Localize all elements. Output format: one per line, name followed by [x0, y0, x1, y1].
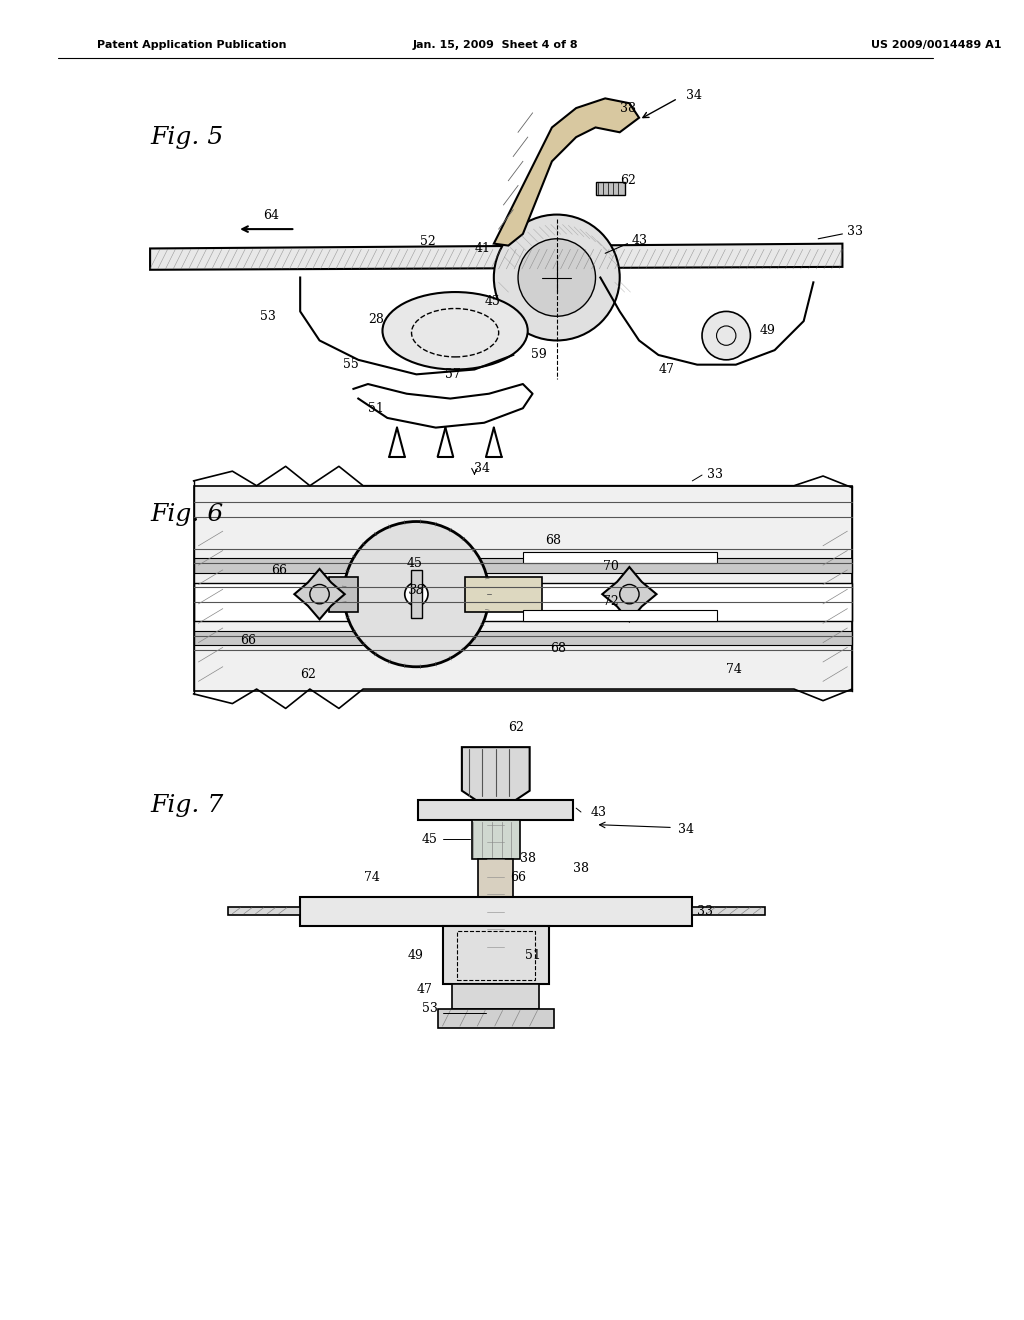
Polygon shape	[602, 568, 656, 622]
Text: 74: 74	[726, 663, 742, 676]
Bar	[411, 570, 422, 618]
Text: 34: 34	[474, 462, 490, 475]
Text: 41: 41	[474, 242, 490, 255]
Text: Patent Application Publication: Patent Application Publication	[97, 40, 287, 50]
Text: 38: 38	[573, 862, 589, 875]
Text: Fig. 5: Fig. 5	[151, 125, 223, 149]
Bar	[437, 1008, 554, 1028]
Text: 66: 66	[510, 871, 526, 884]
Text: Jan. 15, 2009  Sheet 4 of 8: Jan. 15, 2009 Sheet 4 of 8	[413, 40, 579, 50]
FancyBboxPatch shape	[194, 486, 852, 690]
Circle shape	[518, 239, 596, 317]
Text: 47: 47	[417, 982, 433, 995]
Polygon shape	[151, 244, 843, 269]
Circle shape	[404, 582, 428, 606]
Text: 53: 53	[422, 1002, 437, 1015]
Circle shape	[702, 312, 751, 360]
Text: 62: 62	[620, 174, 636, 187]
Bar	[330, 577, 358, 611]
Bar	[457, 931, 535, 979]
Text: 57: 57	[445, 368, 461, 381]
Text: 62: 62	[508, 721, 524, 734]
Text: 52: 52	[420, 235, 436, 248]
Text: Fig. 6: Fig. 6	[151, 503, 223, 527]
Bar	[300, 898, 692, 927]
Text: 64: 64	[263, 210, 280, 222]
Text: 33: 33	[847, 224, 863, 238]
Polygon shape	[494, 99, 639, 246]
Text: 62: 62	[300, 668, 316, 681]
Text: 34: 34	[678, 822, 694, 836]
Text: 34: 34	[685, 88, 701, 102]
Text: 28: 28	[368, 313, 384, 326]
Polygon shape	[462, 747, 529, 800]
Bar	[194, 631, 852, 645]
Text: 43: 43	[632, 234, 647, 247]
Bar	[227, 907, 300, 915]
Bar	[453, 985, 540, 1008]
Text: 59: 59	[530, 348, 547, 362]
Bar	[194, 558, 852, 573]
Text: 68: 68	[545, 535, 561, 548]
Text: 47: 47	[658, 363, 675, 376]
Text: 72: 72	[603, 595, 618, 609]
Text: 38: 38	[620, 102, 636, 115]
Bar	[692, 907, 765, 915]
Bar	[523, 610, 717, 622]
Ellipse shape	[383, 292, 527, 370]
Text: 74: 74	[364, 871, 380, 884]
Bar	[194, 582, 852, 622]
Text: 49: 49	[408, 949, 423, 962]
Text: 45: 45	[484, 296, 500, 309]
Text: 45: 45	[407, 557, 423, 570]
Text: US 2009/0014489 A1: US 2009/0014489 A1	[871, 40, 1001, 50]
Text: 43: 43	[591, 805, 606, 818]
Text: 66: 66	[271, 565, 287, 577]
Text: 51: 51	[368, 401, 384, 414]
Bar	[596, 182, 625, 195]
Text: 53: 53	[260, 310, 275, 323]
Bar	[472, 820, 520, 858]
Bar	[465, 577, 543, 611]
Polygon shape	[294, 569, 345, 619]
Text: 33: 33	[697, 906, 713, 919]
Bar	[442, 927, 549, 985]
Text: Fig. 7: Fig. 7	[151, 793, 223, 817]
Circle shape	[344, 521, 489, 667]
Text: 66: 66	[241, 634, 256, 647]
Circle shape	[494, 215, 620, 341]
Text: 70: 70	[603, 560, 620, 573]
Text: 55: 55	[342, 358, 358, 371]
Text: 38: 38	[520, 851, 536, 865]
Bar	[478, 858, 513, 898]
Text: 68: 68	[550, 642, 566, 655]
Text: 51: 51	[525, 949, 541, 962]
Text: 49: 49	[760, 325, 776, 338]
Bar	[486, 820, 506, 965]
Text: 45: 45	[422, 833, 437, 846]
Text: 38: 38	[409, 583, 425, 597]
Text: 33: 33	[707, 467, 723, 480]
Bar	[523, 552, 717, 564]
Bar	[419, 800, 573, 820]
